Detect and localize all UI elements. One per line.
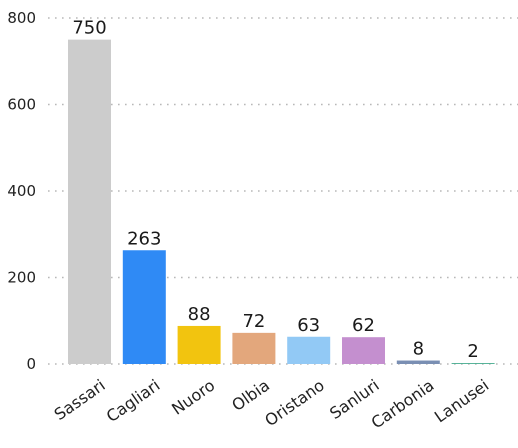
category-label: Lanusei xyxy=(431,376,492,427)
bar xyxy=(396,360,440,364)
category-label: Olbia xyxy=(228,376,273,415)
y-tick-label: 0 xyxy=(26,355,36,373)
category-label: Carbonia xyxy=(368,376,438,433)
data-label: 2 xyxy=(467,341,478,362)
category-label: Sassari xyxy=(51,376,109,425)
bar xyxy=(122,250,166,364)
y-axis-tick-labels: 0 200 400 600 800 xyxy=(7,9,36,373)
data-label: 72 xyxy=(242,311,265,332)
category-label: Oristano xyxy=(261,376,328,431)
category-label: Nuoro xyxy=(168,376,218,419)
y-tick-label: 600 xyxy=(7,96,36,114)
bar xyxy=(342,337,385,364)
data-label: 63 xyxy=(297,315,320,336)
bar xyxy=(451,363,495,364)
bar xyxy=(232,332,276,364)
y-tick-label: 400 xyxy=(7,182,36,200)
grid-lines xyxy=(48,17,518,365)
bar xyxy=(177,325,221,364)
data-label: 88 xyxy=(188,304,211,325)
bar xyxy=(68,39,111,364)
data-label: 8 xyxy=(413,339,424,360)
data-label: 750 xyxy=(72,18,106,39)
bars xyxy=(68,39,495,364)
category-label: Cagliari xyxy=(103,376,164,426)
data-label: 263 xyxy=(127,228,161,249)
data-labels: 750 263 88 72 63 62 8 2 xyxy=(72,18,479,363)
y-tick-label: 200 xyxy=(7,269,36,287)
y-tick-label: 800 xyxy=(7,9,36,27)
bar xyxy=(287,336,331,364)
data-label: 62 xyxy=(352,315,375,336)
